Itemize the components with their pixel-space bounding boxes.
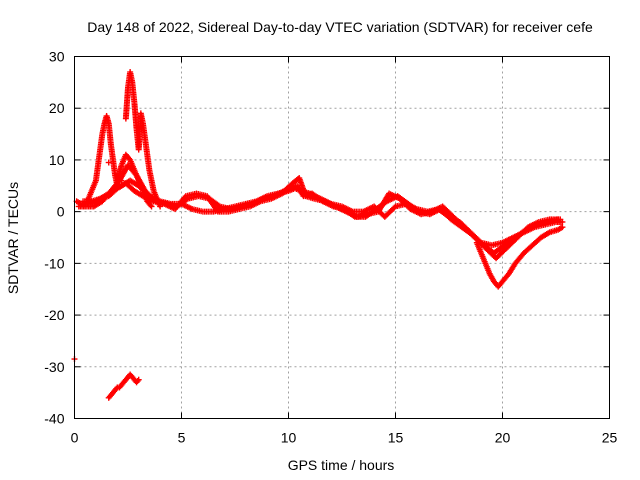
- series-negative-cluster: [105, 371, 142, 401]
- series-spike-2: [122, 69, 164, 210]
- x-tick-label: 5: [178, 430, 186, 446]
- data-point-interp: [134, 378, 141, 385]
- data-point: [555, 216, 562, 223]
- series-track-a-main: [73, 177, 566, 249]
- x-tick-label: 15: [388, 430, 404, 446]
- data-point: [135, 376, 142, 383]
- data-point-interp: [147, 202, 154, 209]
- data-points: [71, 69, 566, 401]
- y-tick-label: -40: [44, 411, 64, 427]
- data-point: [114, 182, 121, 189]
- y-tick-label: 0: [57, 204, 65, 220]
- series-spike-3: [114, 151, 155, 210]
- y-tick-label: 20: [49, 100, 65, 116]
- x-axis-label: GPS time / hours: [288, 457, 395, 473]
- chart-title: Day 148 of 2022, Sidereal Day-to-day VTE…: [87, 19, 593, 35]
- grid: [74, 56, 610, 419]
- y-tick-label: 30: [49, 49, 65, 65]
- x-tick-label: 25: [602, 430, 618, 446]
- x-tick-labels: 0 5 10 15 20 25: [71, 430, 618, 446]
- data-point: [105, 159, 112, 166]
- data-point-interp: [126, 155, 133, 162]
- data-point: [157, 203, 164, 210]
- y-tick-label: 10: [49, 152, 65, 168]
- data-point: [148, 203, 155, 210]
- x-tick-label: 10: [281, 430, 297, 446]
- y-tick-label: -20: [44, 307, 64, 323]
- x-tick-label: 0: [71, 430, 79, 446]
- series-track-d-lower: [473, 224, 566, 290]
- y-tick-label: -10: [44, 255, 64, 271]
- y-tick-label: -30: [44, 359, 64, 375]
- y-axis-label: SDTVAR / TECUs: [5, 182, 21, 294]
- x-tick-label: 20: [495, 430, 511, 446]
- plot-frame: [74, 56, 610, 419]
- data-point: [118, 177, 125, 184]
- axes: [74, 56, 610, 419]
- data-point: [559, 224, 566, 231]
- data-point-interp: [113, 385, 120, 392]
- y-tick-labels: -40 -30 -20 -10 0 10 20 30: [44, 49, 64, 427]
